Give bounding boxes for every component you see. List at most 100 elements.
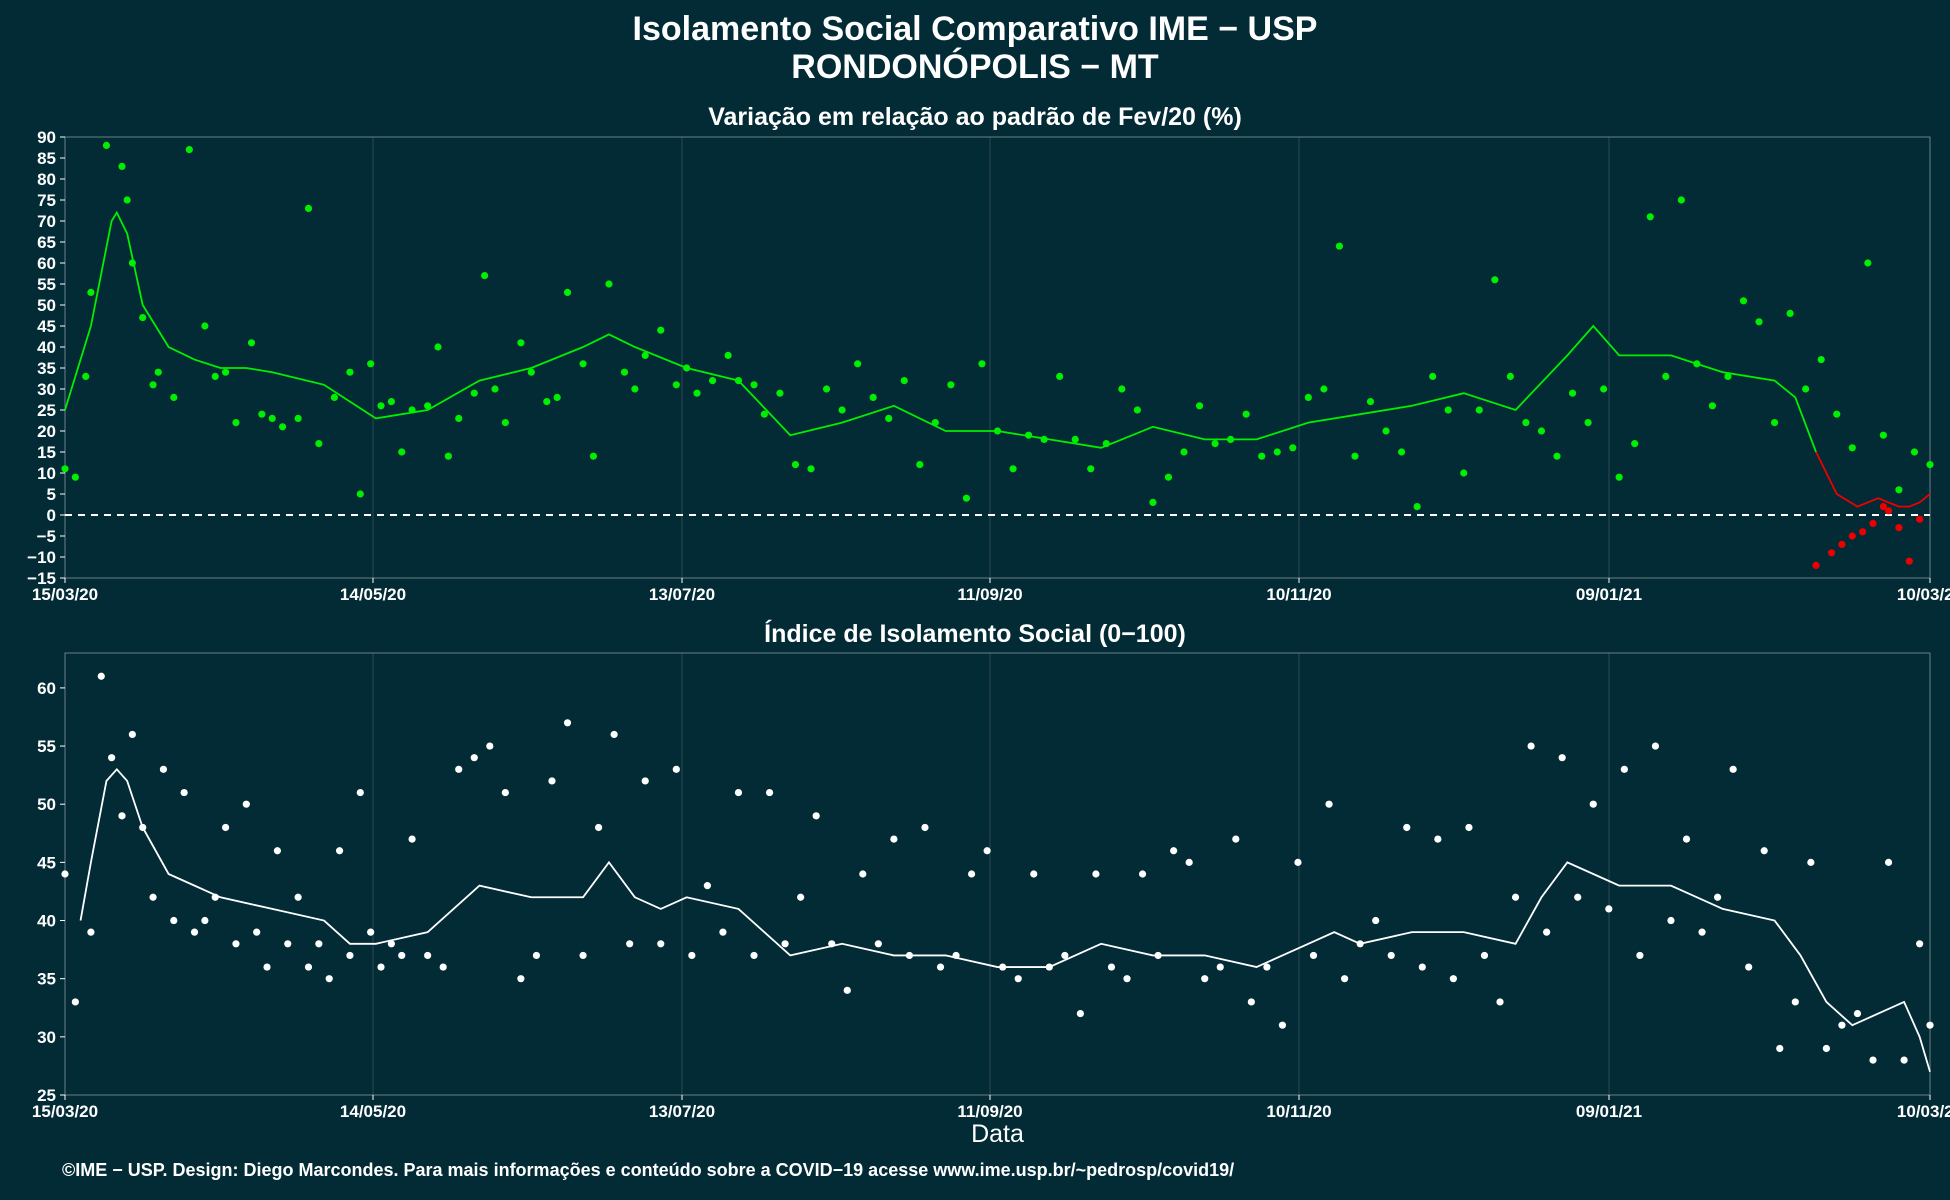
bottom-point-white [97,672,105,680]
top-point-green [1273,448,1281,456]
x-axis-title: Data [971,1120,1024,1148]
footer-credits: ©IME − USP. Design: Diego Marcondes. Par… [62,1160,1235,1180]
bottom-point-white [1527,742,1535,750]
top-y-tick-label: 35 [37,359,56,378]
bottom-point-white [1309,951,1318,960]
bottom-point-white [1760,847,1768,855]
top-point-green [1537,427,1546,435]
bottom-point-white [1449,975,1457,983]
bottom-point-white [294,893,302,901]
bottom-point-white [812,812,820,820]
top-point-red [1848,532,1856,540]
top-point-green [377,402,385,410]
bottom-point-white [108,754,116,762]
top-y-tick-label: 85 [37,149,56,168]
bottom-point-white [1822,1044,1830,1053]
top-point-green [387,398,395,406]
bottom-point-white [408,835,416,843]
bottom-point-white [1294,858,1302,866]
top-point-green [61,465,69,473]
top-point-green [1382,427,1390,435]
top-point-green [1522,419,1530,427]
bottom-plot-frame [64,652,1931,1096]
top-point-green [543,398,551,406]
top-point-green [1304,393,1312,401]
top-y-tick-label: 30 [37,380,56,399]
top-point-red [1838,540,1846,549]
bottom-point-white [1372,916,1380,925]
bottom-point-white [201,916,209,925]
bottom-point-white [1480,951,1489,960]
bottom-point-white [1123,975,1131,983]
top-point-green [947,381,955,389]
top-y-tick-label: 65 [37,233,56,252]
bottom-moving-average-line [79,767,1931,1072]
bottom-point-white [1340,975,1349,983]
top-point-green [87,288,95,296]
top-point-green [1335,242,1344,250]
bottom-point-white [734,788,743,797]
top-point-green [1242,410,1250,418]
top-point-green [579,360,587,368]
bottom-point-white [367,928,375,936]
top-point-green [304,204,313,212]
bottom-point-white [170,916,178,925]
top-point-green [1553,452,1561,460]
top-point-green [517,339,525,347]
bottom-point-white [159,765,168,773]
top-point-green [589,452,598,460]
top-point-green [1366,398,1375,406]
top-point-green [657,326,665,334]
top-point-green [1631,440,1639,448]
bottom-point-white [1791,998,1799,1006]
top-point-green [1009,465,1017,473]
top-point-green [211,372,219,380]
top-point-green [1833,410,1841,418]
bottom-point-white [455,765,463,773]
top-y-tick-label: 50 [37,296,56,315]
bottom-point-white [843,986,851,994]
bottom-point-white [1434,835,1442,843]
top-point-green [1258,452,1266,460]
top-point-green [278,423,287,431]
bottom-point-white [1418,963,1426,971]
top-point-green [1071,435,1079,443]
bottom-point-white [657,940,665,948]
bottom-point-white [128,730,136,739]
bottom-point-white [1543,928,1551,936]
bottom-point-white [641,777,649,785]
bottom-point-white [1869,1056,1877,1064]
bottom-x-tick-label: 15/03/20 [32,1102,98,1121]
top-point-green [693,389,701,397]
top-point-green [1864,259,1872,267]
top-x-tick-label: 13/07/20 [649,585,715,604]
bottom-y-tick-label: 45 [37,853,56,872]
chart-title: Isolamento Social Comparativo IME − USP … [0,10,1950,86]
top-point-green [750,381,758,389]
bottom-point-white [859,870,867,878]
bottom-point-white [1201,975,1209,983]
top-point-green [854,360,862,368]
top-point-green [1817,356,1825,364]
bottom-y-tick-label: 60 [37,679,56,698]
top-point-green [1133,406,1141,414]
bottom-point-white [1926,1021,1934,1029]
bottom-point-white [548,777,556,785]
top-point-green [444,452,452,460]
top-point-green [201,322,209,330]
bottom-x-tick-label: 14/05/20 [340,1102,406,1121]
top-point-green [1926,461,1934,469]
bottom-y-tick-label: 25 [37,1086,56,1105]
top-point-green [1460,469,1468,477]
bottom-panel-title: Índice de Isolamento Social (0−100) [764,620,1186,648]
bottom-point-white [1838,1021,1846,1029]
top-point-green [1491,276,1499,284]
top-point-green [1475,406,1483,414]
top-point-green [71,473,79,481]
bottom-point-white [1076,1009,1084,1018]
bottom-point-white [1636,951,1644,960]
bottom-point-white [346,951,354,960]
top-point-green [154,368,162,376]
bottom-point-white [1853,1009,1862,1018]
